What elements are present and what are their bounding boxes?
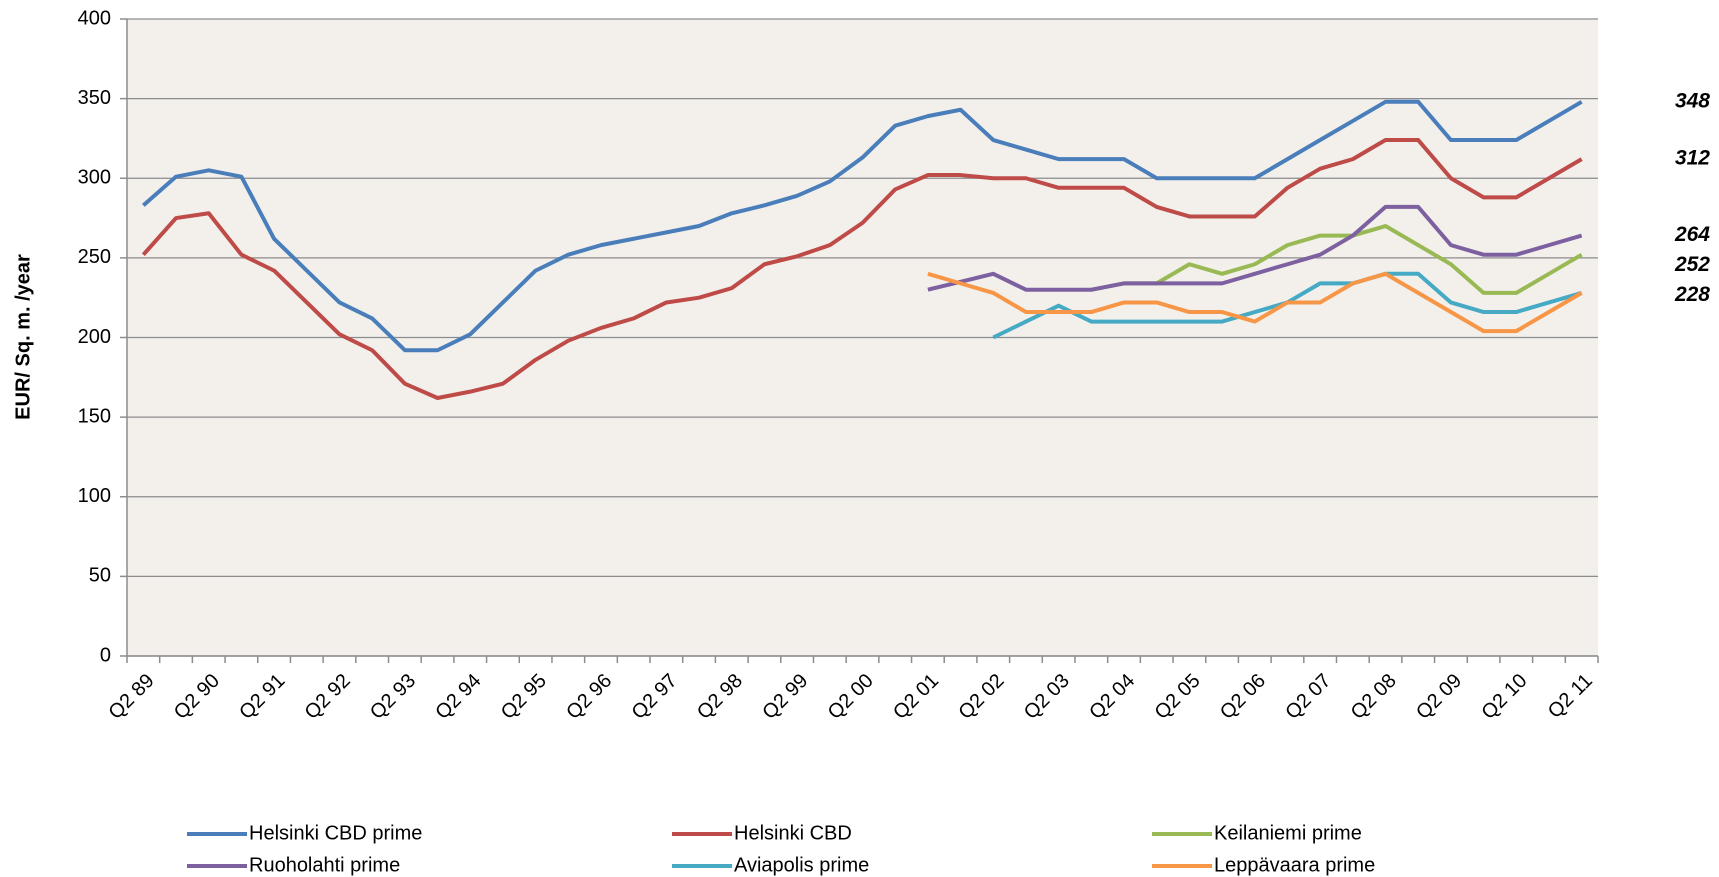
legend-label: Leppävaara prime <box>1214 854 1375 876</box>
x-tick-label: Q2 07 <box>1281 670 1335 724</box>
x-tick-label: Q2 10 <box>1477 670 1531 724</box>
x-tick-label: Q2 98 <box>693 670 747 724</box>
series-line <box>927 271 1583 334</box>
x-tick-label: Q2 09 <box>1412 670 1466 724</box>
x-tick-label: Q2 06 <box>1216 670 1270 724</box>
x-tick-label: Q2 11 <box>1544 670 1597 723</box>
end-label: 264 <box>1674 223 1710 246</box>
x-tick-label: Q2 95 <box>497 670 551 724</box>
legend-label: Helsinki CBD prime <box>249 822 422 844</box>
x-tick-label: Q2 89 <box>105 670 159 724</box>
x-tick-label: Q2 01 <box>889 670 943 724</box>
y-tick-label: 200 <box>78 326 111 348</box>
y-tick-label: 0 <box>100 644 111 666</box>
y-tick-label: 300 <box>78 167 111 189</box>
series-line <box>927 204 1583 292</box>
legend-label: Ruoholahti prime <box>249 854 400 876</box>
x-tick-label: Q2 96 <box>562 670 616 724</box>
x-tick-label: Q2 92 <box>301 670 355 724</box>
legend-label: Keilaniemi prime <box>1214 822 1362 844</box>
x-tick-label: Q2 03 <box>1020 670 1074 724</box>
x-tick-label: Q2 94 <box>431 670 485 724</box>
y-tick-label: 50 <box>89 565 111 587</box>
x-tick-label: Q2 97 <box>628 670 682 724</box>
x-tick-label: Q2 91 <box>235 670 289 724</box>
x-tick-label: Q2 93 <box>366 670 420 724</box>
legend-label: Helsinki CBD <box>734 822 852 844</box>
y-tick-label: 100 <box>78 485 111 507</box>
y-tick-label: 400 <box>78 7 111 29</box>
x-tick-label: Q2 05 <box>1151 670 1205 724</box>
legend-label: Aviapolis prime <box>734 854 869 876</box>
x-tick-label: Q2 04 <box>1085 670 1139 724</box>
x-tick-label: Q2 00 <box>824 670 878 724</box>
x-tick-label: Q2 02 <box>954 670 1008 724</box>
series-line <box>142 99 1583 353</box>
end-label: 228 <box>1674 283 1710 306</box>
y-tick-label: 150 <box>78 405 111 427</box>
x-tick-label: Q2 08 <box>1347 670 1401 724</box>
y-axis-title: EUR/ Sq. m. /year <box>12 254 34 420</box>
end-label: 348 <box>1675 89 1710 112</box>
x-tick-label: Q2 99 <box>758 670 812 724</box>
y-tick-label: 250 <box>78 246 111 268</box>
series-line <box>141 138 1583 401</box>
end-label: 252 <box>1674 253 1710 276</box>
end-label: 312 <box>1675 147 1710 170</box>
y-tick-label: 350 <box>78 87 111 109</box>
x-tick-label: Q2 90 <box>170 670 224 724</box>
